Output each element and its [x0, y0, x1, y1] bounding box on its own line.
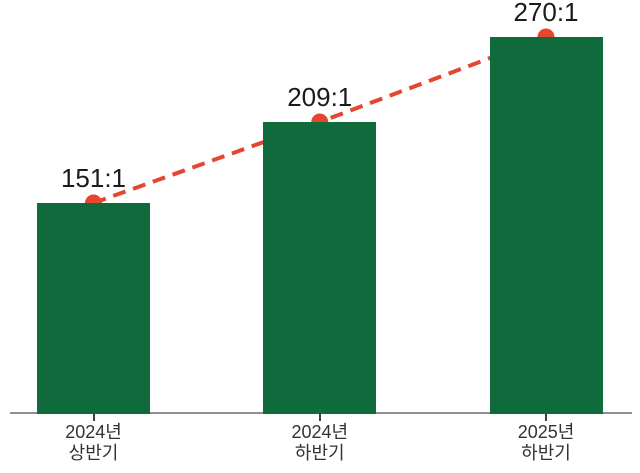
- x-axis-category-label: 2024년 상반기: [65, 422, 122, 463]
- x-axis-category-label: 2024년 하반기: [291, 422, 349, 463]
- bar-value-label: 270:1: [513, 0, 579, 27]
- x-axis-category-label: 2025년 하반기: [517, 422, 575, 463]
- x-axis-tick: [545, 414, 547, 421]
- bar-value-label: 151:1: [60, 163, 127, 193]
- x-axis-tick: [318, 414, 321, 421]
- bar: [489, 37, 603, 414]
- bar: [263, 122, 377, 414]
- bar-value-label: 209:1: [287, 82, 353, 112]
- x-axis-tick: [92, 414, 95, 421]
- bar: [37, 203, 150, 414]
